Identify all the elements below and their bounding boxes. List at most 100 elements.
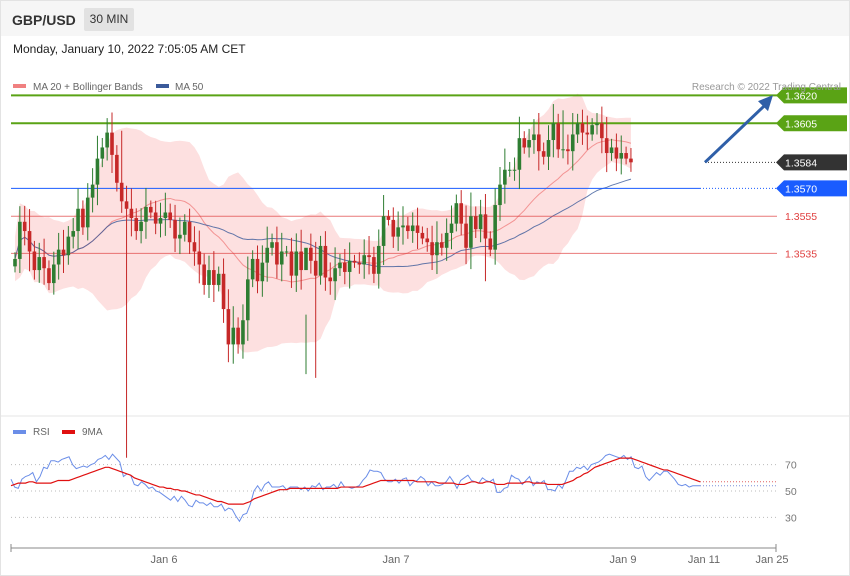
candle-body <box>192 242 197 252</box>
candle-body <box>216 273 221 285</box>
candle-body <box>158 218 163 224</box>
candle-body <box>410 225 415 232</box>
candle <box>294 233 299 292</box>
candle <box>192 226 197 266</box>
candle <box>260 245 265 297</box>
legend-swatch-rsi-ma <box>62 430 75 434</box>
candle-body <box>134 218 139 232</box>
candle <box>250 250 255 288</box>
candle <box>478 199 483 243</box>
candle <box>255 245 260 294</box>
candle <box>71 217 75 249</box>
candle <box>212 251 216 302</box>
candle-body <box>333 268 337 282</box>
candle <box>47 260 51 291</box>
candle-body <box>483 214 488 239</box>
candle-body <box>561 149 565 151</box>
candle <box>178 217 182 255</box>
candle <box>425 227 430 252</box>
candle-body <box>464 223 468 248</box>
candle-body <box>546 140 551 157</box>
candle <box>386 210 391 226</box>
candle-body <box>110 132 114 155</box>
bollinger-band <box>15 93 631 353</box>
timeframe-badge[interactable]: 30 MIN <box>84 8 134 31</box>
candle <box>168 203 172 228</box>
candle-body <box>207 270 211 285</box>
candle-body <box>532 134 536 141</box>
candle-body <box>575 123 580 135</box>
candle-body <box>541 151 546 157</box>
candle <box>585 115 590 150</box>
candle-body <box>556 123 560 150</box>
candle <box>95 135 100 206</box>
candle-body <box>570 134 575 152</box>
x-tick-label: Jan 6 <box>151 554 178 566</box>
x-tick-label: Jan 7 <box>383 554 410 566</box>
legend-label-rsi-ma: 9MA <box>82 427 103 438</box>
candle-body <box>619 153 624 159</box>
candle-body <box>629 158 633 163</box>
candle-body <box>473 216 478 230</box>
candle <box>279 232 284 282</box>
candle <box>473 206 478 238</box>
candle-body <box>372 257 376 274</box>
candle <box>546 125 551 171</box>
candle-body <box>144 206 148 222</box>
candle <box>202 253 206 295</box>
candle <box>347 242 352 289</box>
candle <box>609 138 614 161</box>
candle <box>483 193 488 282</box>
candle <box>415 207 420 249</box>
candle <box>391 207 396 248</box>
candle <box>153 200 158 235</box>
candle <box>600 106 604 154</box>
candle-body <box>469 216 473 248</box>
candle <box>580 109 585 145</box>
support-label: 1.3535 <box>785 248 817 260</box>
candle <box>449 205 454 250</box>
ma20-line <box>14 139 632 283</box>
candle-body <box>76 208 80 232</box>
candle-body <box>304 247 308 271</box>
candle <box>561 110 565 159</box>
candle-body <box>454 203 459 224</box>
candle-body <box>347 260 352 272</box>
candle <box>85 183 90 241</box>
candle-body <box>279 251 284 265</box>
candle-body <box>153 212 158 224</box>
candle-body <box>265 247 269 263</box>
candle <box>42 238 46 285</box>
candle <box>90 168 95 213</box>
candle <box>444 218 449 261</box>
candle <box>420 226 425 245</box>
candle-body <box>241 320 245 345</box>
candle <box>357 252 362 274</box>
candle-body <box>604 138 609 154</box>
candle <box>396 211 400 251</box>
candle-body <box>590 125 594 135</box>
candle-body <box>42 257 46 269</box>
candle-body <box>294 251 299 276</box>
candle-body <box>435 242 439 256</box>
candle <box>275 226 279 279</box>
candle-body <box>512 169 517 171</box>
legend-swatch-ma50 <box>156 84 169 88</box>
candle-body <box>47 268 51 284</box>
candle-body <box>90 184 95 198</box>
candle <box>32 240 37 280</box>
candle <box>76 188 80 250</box>
candle <box>517 116 522 190</box>
candle <box>590 118 594 141</box>
candle-body <box>163 212 168 219</box>
candle <box>333 247 337 301</box>
candle <box>532 119 536 154</box>
candle <box>304 247 308 375</box>
candle <box>440 233 444 256</box>
candle-body <box>115 154 119 183</box>
candle <box>100 137 105 168</box>
candle-body <box>328 277 333 282</box>
candle-body <box>231 327 236 345</box>
candle <box>318 235 323 285</box>
resistance-tag <box>776 115 847 132</box>
